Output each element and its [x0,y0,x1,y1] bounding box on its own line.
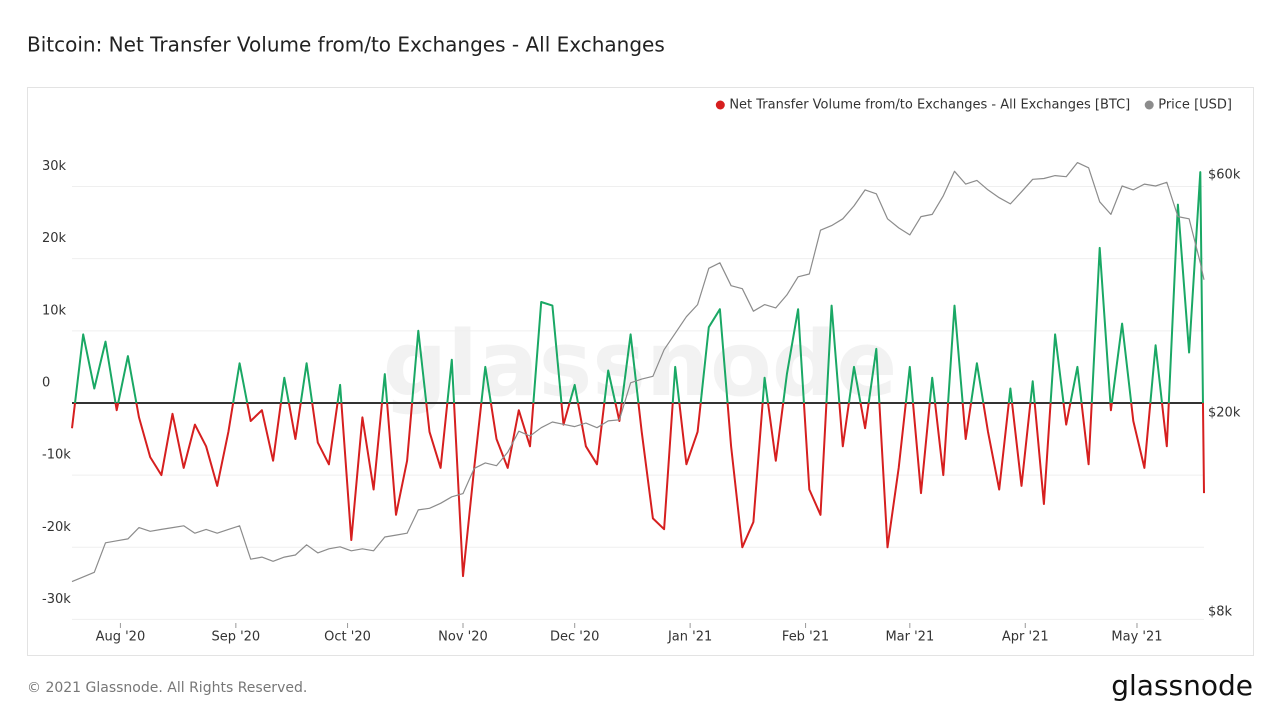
y2-tick-label: $60k [1208,167,1241,182]
y-tick-label: 10k [42,303,67,318]
legend-swatch [715,100,725,110]
chart-panel [27,87,1254,656]
x-tick-label: Jan '21 [667,630,712,645]
x-tick-label: Feb '21 [782,630,829,645]
chart-title: Bitcoin: Net Transfer Volume from/to Exc… [27,33,665,57]
x-tick-label: Aug '20 [96,630,146,645]
y-tick-label: 0 [42,375,50,390]
y-tick-label: -30k [42,592,71,607]
y-tick-label: 20k [42,231,67,246]
price-line [71,162,1205,583]
x-tick-label: Mar '21 [885,630,934,645]
net-flow-line [71,171,1205,578]
y-tick-label: 30k [42,159,67,174]
legend-label: Net Transfer Volume from/to Exchanges - … [729,98,1130,113]
y-tick-label: -20k [42,520,71,535]
x-tick-label: Nov '20 [438,630,488,645]
x-tick-label: Oct '20 [324,630,371,645]
x-tick-label: Sep '20 [211,630,260,645]
footer: © 2021 Glassnode. All Rights Reserved. [27,680,307,696]
legend-label: Price [USD] [1158,98,1232,113]
x-tick-label: Apr '21 [1002,630,1049,645]
watermark: glassnode [383,312,898,417]
y2-tick-label: $20k [1208,406,1241,421]
x-tick-label: Dec '20 [550,630,599,645]
logo: glassnode [1111,669,1253,702]
x-tick-label: May '21 [1111,630,1162,645]
legend-swatch [1144,100,1154,110]
y-tick-label: -10k [42,448,71,463]
y2-tick-label: $8k [1208,604,1233,619]
